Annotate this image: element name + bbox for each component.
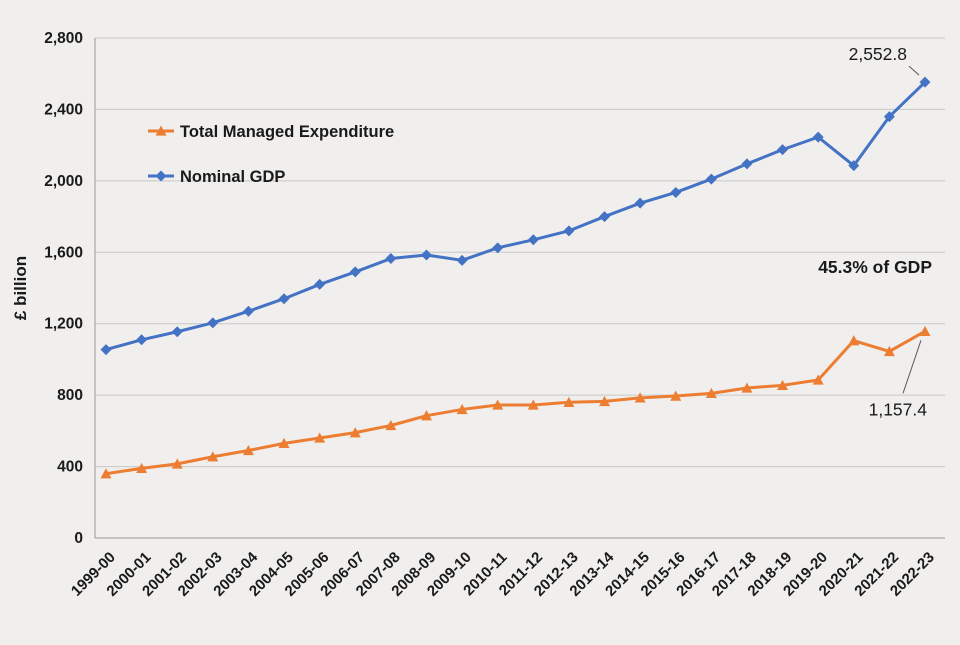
total-managed-expenditure-marker bbox=[883, 345, 895, 357]
tme-callout-line bbox=[902, 340, 922, 394]
nominal-gdp-marker bbox=[349, 266, 361, 278]
nominal-gdp-marker bbox=[242, 305, 254, 317]
y-tick-label: 2,800 bbox=[44, 30, 83, 47]
y-tick-label: 1,600 bbox=[44, 244, 83, 261]
nominal-gdp-marker bbox=[812, 131, 824, 143]
nominal-gdp-marker bbox=[456, 254, 468, 266]
nominal-gdp-marker bbox=[314, 278, 326, 290]
nominal-gdp-marker bbox=[100, 344, 112, 356]
total-managed-expenditure-marker bbox=[670, 390, 682, 401]
nominal-gdp-marker bbox=[670, 186, 682, 198]
total-managed-expenditure-marker bbox=[420, 410, 432, 421]
y-axis-title: £ billion bbox=[11, 256, 30, 320]
nominal-gdp-marker bbox=[741, 158, 753, 170]
total-managed-expenditure-marker bbox=[741, 382, 753, 393]
nominal-gdp-marker bbox=[599, 211, 611, 223]
legend-diamond-icon bbox=[155, 170, 167, 182]
total-managed-expenditure-marker bbox=[100, 468, 112, 479]
nominal-gdp-marker bbox=[385, 253, 397, 265]
nominal-gdp-marker bbox=[136, 334, 148, 346]
legend-label-total-managed-expenditure: Total Managed Expenditure bbox=[180, 123, 394, 141]
legend-label-nominal-gdp: Nominal GDP bbox=[180, 168, 285, 186]
nominal-gdp-line bbox=[104, 80, 927, 352]
legend-triangle-icon bbox=[155, 125, 167, 136]
y-tick-label: 0 bbox=[74, 530, 83, 547]
gdp-final-value-label: 2,552.8 bbox=[849, 44, 907, 64]
total-managed-expenditure-marker bbox=[634, 392, 646, 403]
nominal-gdp-marker bbox=[563, 225, 575, 237]
total-managed-expenditure-marker bbox=[527, 399, 539, 410]
total-managed-expenditure-marker bbox=[456, 403, 468, 415]
y-tick-label: 1,200 bbox=[44, 316, 83, 333]
nominal-gdp-marker bbox=[527, 234, 539, 246]
tme-share-of-gdp-label: 45.3% of GDP bbox=[818, 257, 932, 277]
total-managed-expenditure-marker bbox=[705, 387, 717, 399]
nominal-gdp-marker bbox=[777, 144, 789, 156]
y-tick-label: 2,400 bbox=[44, 101, 83, 118]
total-managed-expenditure-marker bbox=[599, 395, 611, 407]
nominal-gdp-marker bbox=[848, 160, 860, 172]
nominal-gdp-marker bbox=[883, 111, 895, 123]
total-managed-expenditure-marker bbox=[812, 374, 824, 385]
tme-final-value-label: 1,157.4 bbox=[869, 399, 928, 419]
total-managed-expenditure-marker bbox=[385, 420, 397, 431]
nominal-gdp-marker bbox=[492, 242, 504, 254]
nominal-gdp-marker bbox=[705, 173, 717, 185]
total-managed-expenditure-marker bbox=[777, 379, 789, 390]
total-managed-expenditure-marker bbox=[136, 462, 148, 474]
nominal-gdp-marker bbox=[634, 197, 646, 209]
gdp-callout-line bbox=[908, 65, 920, 76]
total-managed-expenditure-marker bbox=[242, 445, 254, 456]
total-managed-expenditure-marker bbox=[492, 399, 504, 410]
total-managed-expenditure-marker bbox=[563, 396, 575, 407]
nominal-gdp-marker bbox=[171, 326, 183, 338]
total-managed-expenditure-marker bbox=[919, 325, 931, 336]
y-tick-label: 2,000 bbox=[44, 173, 83, 190]
nominal-gdp-marker bbox=[207, 317, 219, 329]
nominal-gdp-marker bbox=[420, 249, 432, 261]
total-managed-expenditure-marker bbox=[848, 335, 860, 346]
total-managed-expenditure-marker bbox=[171, 458, 183, 469]
total-managed-expenditure-marker bbox=[349, 427, 361, 438]
total-managed-expenditure-line bbox=[104, 329, 927, 476]
nominal-gdp-marker bbox=[919, 76, 931, 88]
total-managed-expenditure-marker bbox=[314, 432, 326, 443]
total-managed-expenditure-marker bbox=[278, 437, 290, 449]
nominal-gdp-marker bbox=[278, 293, 290, 305]
total-managed-expenditure-marker bbox=[207, 451, 219, 462]
y-tick-label: 400 bbox=[57, 459, 83, 476]
y-tick-label: 800 bbox=[57, 387, 83, 404]
